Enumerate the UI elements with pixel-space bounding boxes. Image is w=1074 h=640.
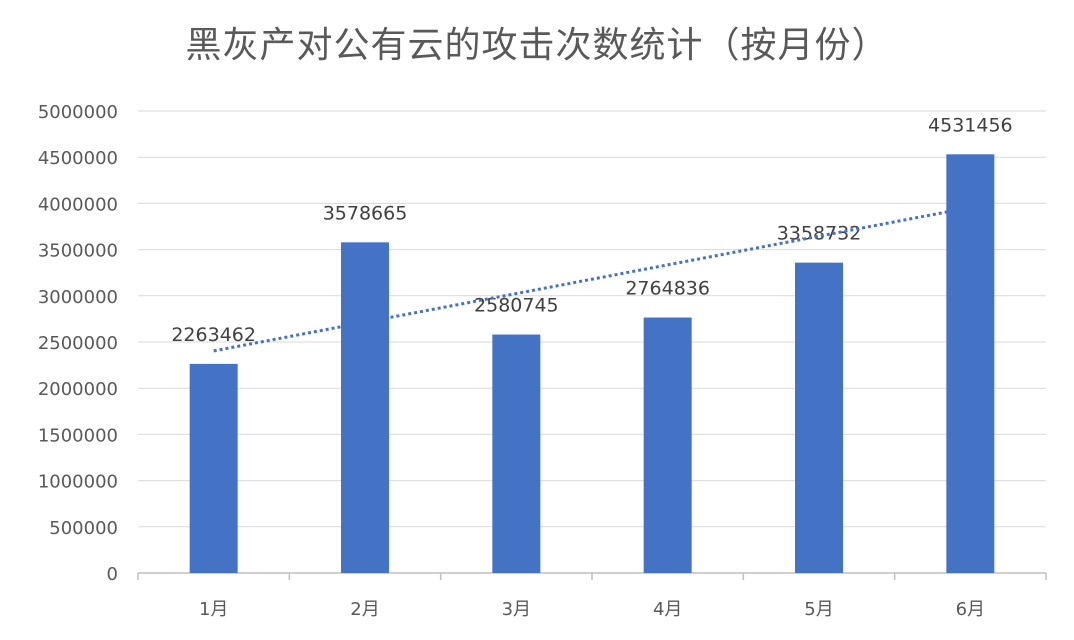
bar <box>946 154 995 574</box>
y-tick-label: 3000000 <box>38 287 118 308</box>
x-tick-label: 3月 <box>502 599 531 620</box>
bar <box>492 334 541 573</box>
y-tick-label: 4000000 <box>38 194 118 215</box>
data-label: 3578665 <box>323 202 408 224</box>
trendline <box>213 206 971 353</box>
x-tick-label: 2月 <box>350 599 379 620</box>
x-tick-label: 6月 <box>956 599 985 620</box>
y-tick-label: 2000000 <box>38 379 118 400</box>
y-tick-label: 0 <box>107 564 118 585</box>
y-tick-label: 1500000 <box>38 425 118 446</box>
bar <box>341 242 389 573</box>
data-label: 2263462 <box>171 324 256 346</box>
bar <box>189 363 238 573</box>
data-label: 4531456 <box>928 114 1013 136</box>
x-tick-label: 1月 <box>199 599 228 620</box>
data-label: 2580745 <box>474 295 559 317</box>
y-tick-label: 5000000 <box>38 102 118 123</box>
data-label: 2764836 <box>625 278 710 300</box>
chart-title: 黑灰产对公有云的攻击次数统计（按月份） <box>185 25 889 66</box>
y-tick-label: 2500000 <box>38 333 118 354</box>
bar <box>643 317 692 573</box>
x-tick-label: 4月 <box>653 599 682 620</box>
y-tick-label: 4500000 <box>38 148 118 169</box>
x-tick-label: 5月 <box>804 599 833 620</box>
bar <box>795 262 843 573</box>
data-label: 3358732 <box>777 223 862 245</box>
y-tick-label: 1000000 <box>38 472 118 493</box>
y-tick-label: 3500000 <box>38 241 118 262</box>
y-tick-label: 500000 <box>49 518 118 539</box>
